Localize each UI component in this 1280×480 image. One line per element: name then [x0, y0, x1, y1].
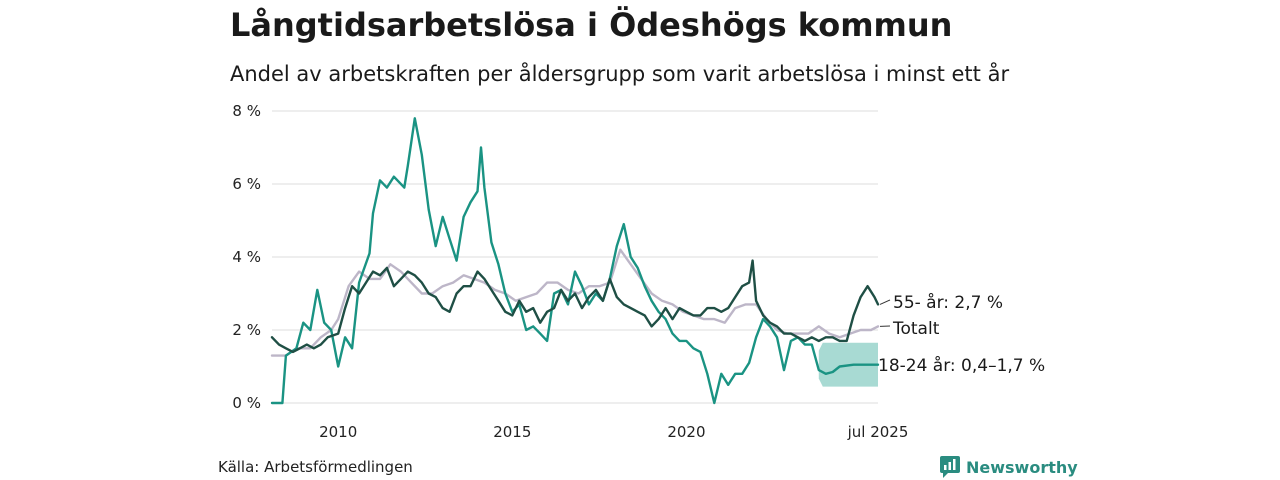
end-labels: 55- år: 2,7 % Totalt 18-24 år: 0,4–1,7 % — [878, 292, 1045, 376]
series-lines — [270, 117, 880, 405]
axis-ticks: 0 % 2 % 4 % 6 % 8 % 2010 2015 2020 jul 2025 — [232, 102, 908, 441]
series-line-older — [270, 259, 880, 354]
end-label-older: 55- år: 2,7 % — [893, 292, 1003, 313]
y-tick-label: 8 % — [232, 102, 261, 120]
y-tick-label: 4 % — [232, 248, 261, 266]
newsworthy-icon — [940, 456, 960, 478]
label-leader-line — [879, 299, 891, 305]
series-line-youth — [270, 117, 880, 405]
x-tick-label: 2020 — [667, 423, 705, 441]
y-tick-label: 6 % — [232, 175, 261, 193]
source-note: Källa: Arbetsförmedlingen — [218, 458, 413, 476]
chart-title: Långtidsarbetslösa i Ödeshögs kommun — [230, 6, 953, 44]
x-tick-label: 2015 — [493, 423, 531, 441]
brand-name: Newsworthy — [966, 457, 1078, 477]
end-label-youth: 18-24 år: 0,4–1,7 % — [878, 355, 1045, 376]
series-line-total — [270, 248, 880, 357]
x-tick-label: jul 2025 — [847, 423, 909, 441]
brand-logo[interactable]: Newsworthy — [940, 456, 1078, 478]
chart-subtitle: Andel av arbetskraften per åldersgrupp s… — [230, 62, 1010, 86]
y-tick-label: 0 % — [232, 394, 261, 412]
y-tick-label: 2 % — [232, 321, 261, 339]
x-tick-label: 2010 — [319, 423, 357, 441]
end-label-total: Totalt — [892, 319, 940, 339]
